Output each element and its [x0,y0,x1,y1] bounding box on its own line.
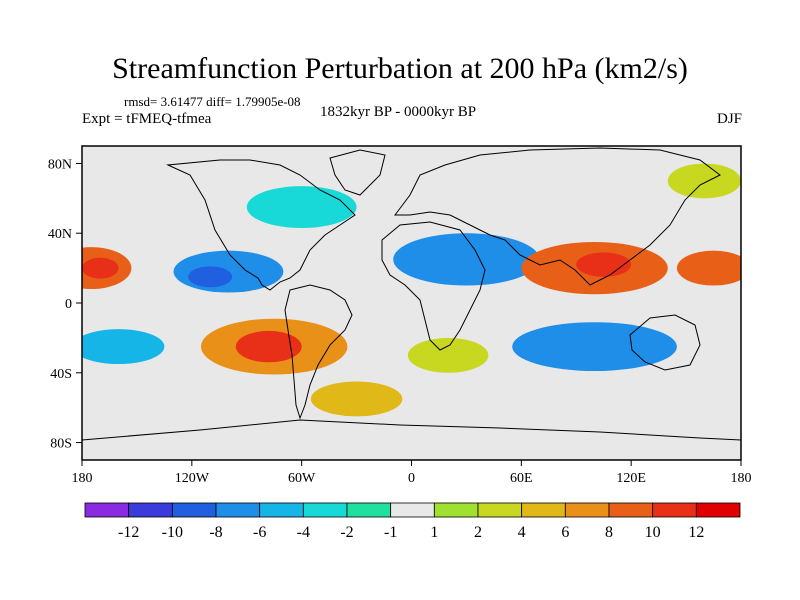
colorbar-swatch-14 [695,502,741,518]
colorbar-label: -6 [253,524,266,541]
colorbar-swatch-10 [521,502,566,518]
anomaly-region-6 [235,330,302,363]
anomaly-region-4 [246,186,357,228]
coastlines [82,147,741,441]
colorbar-label: 1 [430,524,438,541]
map-background [82,146,741,460]
coast-greenland [329,149,386,196]
colorbar-swatch-0 [84,502,130,518]
anomaly-region-12 [576,252,632,277]
y-tick-label: 0 [65,297,72,312]
colorbar-swatch-12 [608,502,654,518]
map-axes: 180 120W 60W 0 60E 120E 180 80N 40N 0 40S 80S [48,157,752,486]
coast-antarctica [82,419,741,441]
colorbar-label: -10 [162,524,183,541]
colorbar-label: 6 [561,524,569,541]
colorbar-swatch-8 [433,502,479,518]
x-tick-label: 120E [616,471,646,486]
anomaly-region-14 [667,163,741,199]
colorbar-label: 12 [688,524,704,541]
colorbar: -12 -10 -8 -6 -4 -2 -1 1 2 4 6 8 10 12 [84,502,741,541]
experiment-label: Expt = tFMEQ-tfmea [82,111,212,127]
x-tick-label: 60W [288,471,316,486]
coast-north-america [166,159,356,291]
coast-eurasia [394,147,721,286]
colorbar-swatch-11 [564,502,610,518]
colorbar-swatch-7 [390,502,435,518]
colorbar-label: -4 [297,524,310,541]
anomaly-region-9 [407,337,489,373]
colorbar-label: 8 [605,524,613,541]
season-label: DJF [716,111,742,127]
coast-south-america [284,284,353,420]
coast-africa [381,221,486,351]
y-tick-label: 40S [50,367,72,382]
colorbar-swatch-3 [215,502,261,518]
colorbar-swatch-4 [259,502,304,518]
colorbar-label: -1 [384,524,397,541]
anomaly-region-10 [393,233,540,286]
coast-australia [629,314,701,371]
colorbar-swatch-13 [652,502,697,518]
colorbar-swatch-9 [477,502,523,518]
period-label: 1832kyr BP - 0000kyr BP [320,104,477,120]
x-tick-label: 120W [175,471,210,486]
stats-label: rmsd= 3.61477 diff= 1.79905e-08 [124,94,301,109]
anomaly-region-7 [82,329,165,365]
y-tick-label: 40N [48,227,72,242]
colorbar-swatch-6 [346,502,392,518]
anomaly-region-8 [310,381,403,417]
anomaly-region-15 [676,250,741,286]
y-tick-label: 80N [48,157,72,172]
x-tick-label: 180 [72,471,93,486]
anomaly-region-1 [82,257,119,279]
anomaly-region-3 [188,266,233,288]
x-tick-label: 0 [408,471,415,486]
colorbar-label: -8 [209,524,222,541]
page-title: Streamfunction Perturbation at 200 hPa (… [112,52,688,85]
colorbar-swatch-2 [171,502,217,518]
y-tick-label: 80S [50,437,72,452]
colorbar-label: 10 [645,524,661,541]
anomaly-layer [82,163,741,417]
colorbar-label: -12 [118,524,139,541]
x-tick-label: 60E [510,471,533,486]
colorbar-swatch-1 [128,502,173,518]
colorbar-label: 2 [474,524,482,541]
colorbar-label: -2 [340,524,353,541]
colorbar-label: 4 [518,524,526,541]
x-tick-label: 180 [731,471,752,486]
colorbar-swatch-5 [302,502,348,518]
anomaly-region-13 [512,322,677,372]
